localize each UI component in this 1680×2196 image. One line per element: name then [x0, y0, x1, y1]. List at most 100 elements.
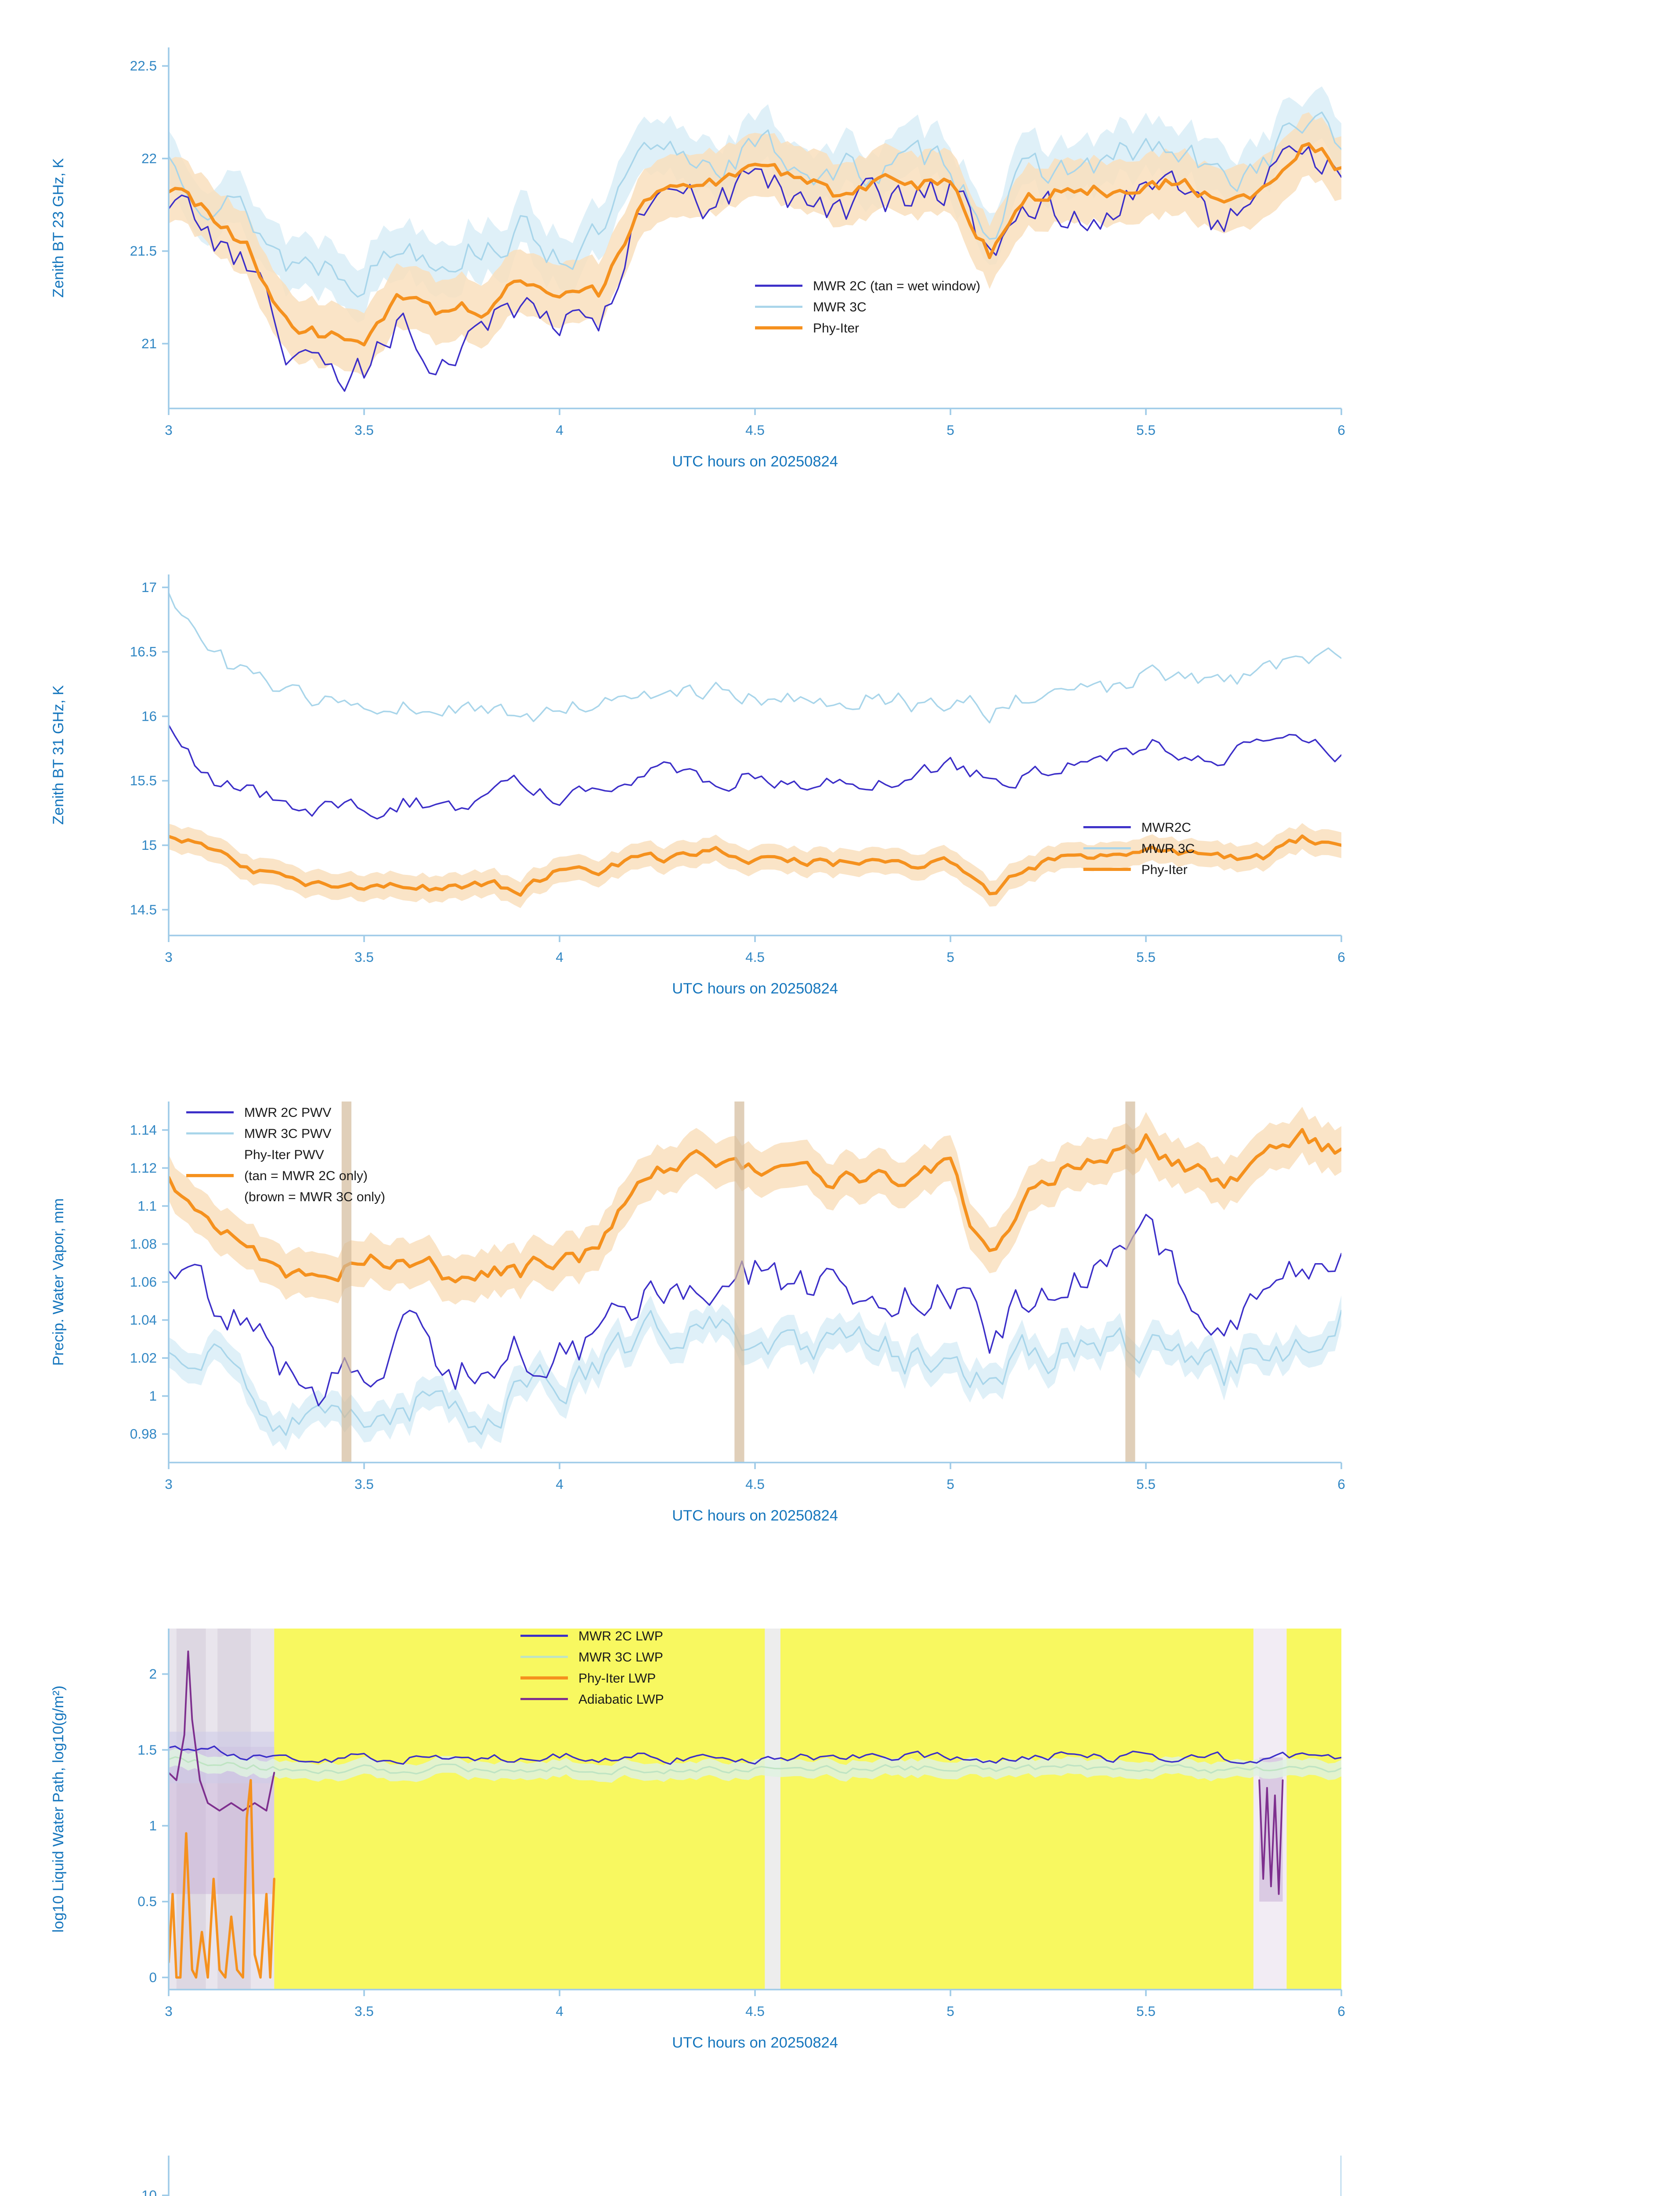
legend-label: MWR 3C [1142, 842, 1195, 856]
x-axis-label: UTC hours on 20250824 [672, 453, 838, 470]
legend-label: Phy-Iter [1142, 863, 1188, 877]
y-tick-label: 1.12 [130, 1160, 157, 1176]
series-line-MWR 2C PWV [169, 1214, 1341, 1407]
x-tick-label: 5.5 [1136, 949, 1156, 965]
y-axis-label: Zenith BT 31 GHz, K [50, 685, 67, 825]
y-tick-label: 1.04 [130, 1312, 157, 1328]
chart-zenith-bt-31ghz: 3 3.5 4 4.5 5 5.5 6 14.5 15 15.5 16 16.5 17 UTC hours… [50, 574, 1345, 997]
x-tick-label: 4.5 [745, 2003, 765, 2019]
background-region [765, 1629, 780, 1990]
x-tick-label: 6 [1337, 1476, 1345, 1492]
x-tick-label: 4 [556, 949, 564, 965]
x-tick-label: 4 [556, 2003, 564, 2019]
legend-label: (tan = MWR 2C only) [244, 1169, 368, 1183]
y-tick-label: 1.08 [130, 1236, 157, 1252]
x-axis-label: UTC hours on 20250824 [672, 2034, 838, 2051]
y-tick-label: 1.5 [137, 1742, 157, 1758]
x-tick-label: 5.5 [1136, 422, 1156, 438]
series-band-Phy-Iter PWV [169, 1107, 1341, 1305]
x-tick-label: 3 [165, 949, 173, 965]
x-tick-label: 3 [165, 1476, 173, 1492]
y-axis-label: Precip. Water Vapor, mm [50, 1198, 67, 1366]
x-tick-label: 6 [1337, 949, 1345, 965]
y-tick-label: 10 [141, 2187, 157, 2196]
x-tick-label: 5.5 [1136, 2003, 1156, 2019]
y-tick-label: 0.5 [137, 1893, 157, 1909]
series-line-Phy-Iter PWV [169, 1128, 1341, 1284]
legend-label: (brown = MWR 3C only) [244, 1190, 385, 1204]
series-band-Phy-Iter [169, 112, 1341, 376]
legend-label: MWR 2C (tan = wet window) [813, 279, 980, 293]
y-tick-label: 22 [141, 150, 157, 166]
y-tick-label: 15 [141, 837, 157, 853]
series-line-Adiabatic LWP [1258, 1779, 1284, 1895]
background-region [274, 1629, 1341, 1990]
series-band-MWR 3C [169, 86, 1341, 323]
series-line-MWR 3C [169, 592, 1341, 724]
chart-liquid-water-path: 3 3.5 4 4.5 5 5.5 6 0 0.5 1 1.5 2 UTC hours on 20250… [50, 1629, 1345, 2051]
x-tick-label: 3.5 [354, 2003, 374, 2019]
series-line-Phy-Iter [169, 142, 1341, 347]
series-band-MWR 3C LWP [169, 1748, 1341, 1783]
legend-label: Adiabatic LWP [578, 1692, 664, 1707]
chart-zenith-bt-23ghz: 3 3.5 4 4.5 5 5.5 6 21 21.5 22 22.5 UTC hours on 20… [50, 47, 1345, 470]
series-line-Phy-Iter LWP [169, 1779, 276, 1979]
y-tick-label: 21.5 [130, 243, 157, 259]
event-bar [341, 1102, 352, 1463]
event-bar [734, 1102, 744, 1463]
x-tick-label: 4.5 [745, 949, 765, 965]
y-tick-label: 16.5 [130, 644, 157, 660]
y-tick-label: 1.1 [137, 1198, 157, 1214]
y-tick-label: 2 [149, 1666, 157, 1682]
y-tick-label: 1 [149, 1388, 157, 1404]
series-line-MWR 2C [169, 145, 1341, 392]
x-tick-label: 4.5 [745, 1476, 765, 1492]
series-line-MWR 2C LWP [169, 1745, 1341, 1765]
y-tick-label: 1 [149, 1817, 157, 1833]
series-line-Phy-Iter [169, 834, 1341, 897]
legend-label: MWR 3C [813, 300, 867, 314]
y-axis-label: log10 Liquid Water Path, log10(g/m²) [50, 1686, 67, 1933]
y-axis-label: Zenith BT 23 GHz, K [50, 158, 67, 298]
y-tick-label: 1.02 [130, 1350, 157, 1366]
y-tick-label: 15.5 [130, 773, 157, 788]
y-tick-label: 21 [141, 336, 157, 351]
x-tick-label: 3 [165, 422, 173, 438]
series-line-MWR 3C PWV [169, 1310, 1341, 1436]
legend-label: Phy-Iter LWP [578, 1671, 656, 1686]
x-tick-label: 5 [947, 1476, 954, 1492]
y-tick-label: 1.06 [130, 1274, 157, 1290]
legend-label: Phy-Iter PWV [244, 1148, 324, 1162]
y-tick-label: 1.14 [130, 1122, 157, 1138]
x-tick-label: 5 [947, 949, 954, 965]
x-axis-label: UTC hours on 20250824 [672, 980, 838, 997]
y-tick-label: 16 [141, 708, 157, 724]
x-tick-label: 6 [1337, 422, 1345, 438]
x-tick-label: 3.5 [354, 1476, 374, 1492]
x-tick-label: 4 [556, 1476, 564, 1492]
y-tick-label: 22.5 [130, 58, 157, 74]
series-line-MWR 2C [169, 724, 1341, 820]
legend-label: MWR 2C LWP [578, 1629, 663, 1643]
series-line-Adiabatic LWP [169, 1650, 275, 1812]
chart-precip-water-vapor: 3 3.5 4 4.5 5 5.5 6 0.98 1 1.02 1.04 1.06 1.08 1.1 1.1… [50, 1102, 1345, 1524]
x-tick-label: 4.5 [745, 422, 765, 438]
legend-label: MWR 2C PWV [244, 1105, 331, 1120]
x-tick-label: 5 [947, 422, 954, 438]
x-tick-label: 4 [556, 422, 564, 438]
y-tick-label: 0 [149, 1969, 157, 1985]
legend-label: MWR 3C PWV [244, 1127, 331, 1141]
x-axis-label: UTC hours on 20250824 [672, 1507, 838, 1524]
series-line-MWR 3C [169, 111, 1341, 298]
y-tick-label: 14.5 [130, 902, 157, 917]
x-tick-label: 6 [1337, 2003, 1345, 2019]
x-tick-label: 5 [947, 2003, 954, 2019]
x-tick-label: 3 [165, 2003, 173, 2019]
y-tick-label: 17 [141, 579, 157, 595]
legend-label: Phy-Iter [813, 321, 859, 336]
x-tick-label: 5.5 [1136, 1476, 1156, 1492]
series-line-MWR 3C LWP [169, 1756, 1341, 1775]
y-tick-label: 0.98 [130, 1426, 157, 1442]
legend-label: MWR 3C LWP [578, 1650, 663, 1665]
